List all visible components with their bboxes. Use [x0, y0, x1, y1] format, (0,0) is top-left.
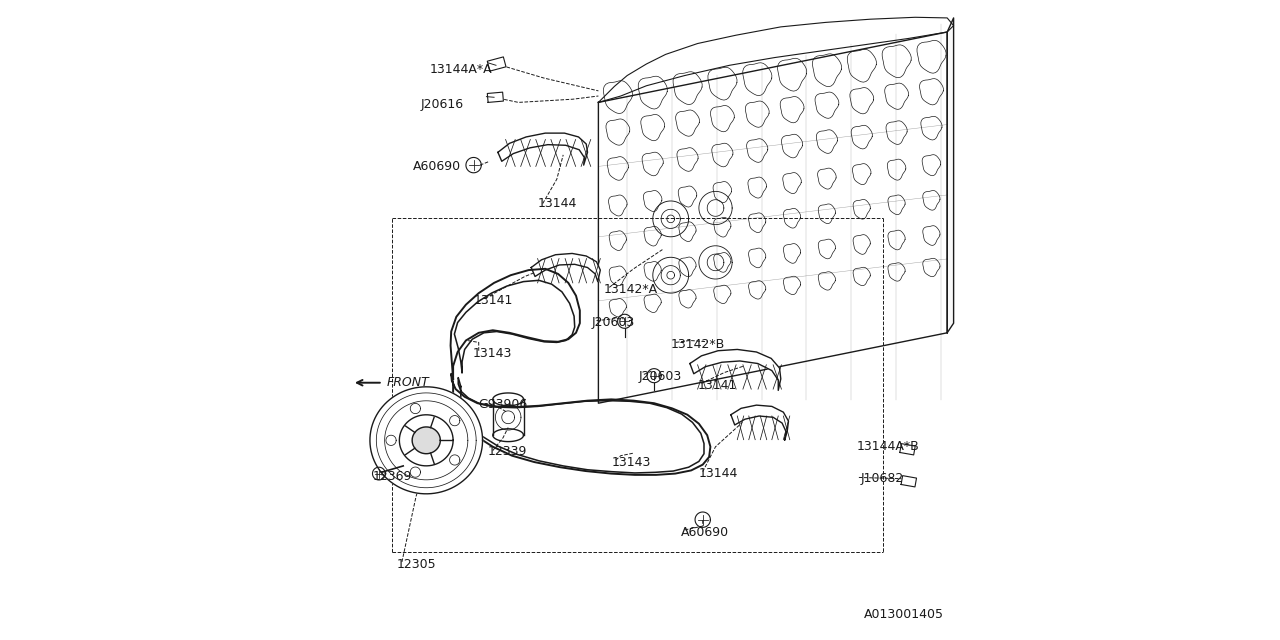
Text: 12305: 12305 — [397, 558, 436, 571]
Text: A60690: A60690 — [681, 526, 730, 539]
Text: 13144: 13144 — [538, 197, 577, 210]
Polygon shape — [498, 133, 588, 165]
Text: FRONT: FRONT — [387, 376, 429, 389]
Polygon shape — [690, 349, 781, 390]
Polygon shape — [599, 17, 954, 102]
Text: 13144A*A: 13144A*A — [430, 63, 493, 76]
Text: 12339: 12339 — [488, 445, 527, 458]
Polygon shape — [370, 387, 483, 494]
Text: J10682: J10682 — [860, 472, 904, 485]
Polygon shape — [488, 57, 506, 71]
Polygon shape — [901, 476, 916, 487]
Text: 13143: 13143 — [472, 347, 512, 360]
Text: 13143: 13143 — [612, 456, 652, 468]
Text: A013001405: A013001405 — [864, 608, 945, 621]
Text: J20603: J20603 — [591, 316, 635, 329]
Polygon shape — [947, 18, 954, 333]
Text: 13142*A: 13142*A — [604, 283, 658, 296]
Text: J20603: J20603 — [639, 370, 682, 383]
Polygon shape — [412, 427, 440, 454]
Polygon shape — [667, 271, 675, 279]
Text: 13144: 13144 — [699, 467, 739, 480]
Text: A60690: A60690 — [412, 160, 461, 173]
Text: J20616: J20616 — [421, 99, 465, 111]
Text: 13144A*B: 13144A*B — [856, 440, 919, 453]
Text: G93906: G93906 — [479, 398, 527, 411]
Polygon shape — [488, 92, 503, 102]
Polygon shape — [599, 32, 947, 403]
Polygon shape — [731, 405, 788, 440]
Polygon shape — [531, 253, 600, 282]
Text: 13141: 13141 — [698, 379, 737, 392]
Polygon shape — [667, 215, 675, 223]
Text: 12369: 12369 — [372, 470, 412, 483]
Polygon shape — [900, 444, 915, 455]
Text: 13141: 13141 — [474, 294, 513, 307]
Text: 13142*B: 13142*B — [671, 338, 724, 351]
